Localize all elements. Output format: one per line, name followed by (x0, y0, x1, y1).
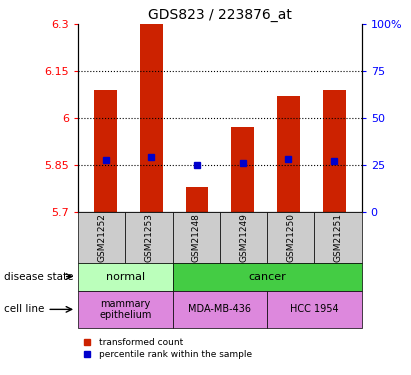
Bar (231, 128, 254, 212)
Text: GSM21252: GSM21252 (97, 213, 106, 262)
Text: GSM21251: GSM21251 (334, 213, 342, 262)
Text: MDA-MB-436: MDA-MB-436 (188, 304, 252, 314)
Text: disease state: disease state (4, 272, 74, 282)
Bar (323, 90, 346, 212)
Bar (140, 24, 163, 212)
Text: GSM21253: GSM21253 (145, 213, 153, 262)
Title: GDS823 / 223876_at: GDS823 / 223876_at (148, 8, 292, 22)
Text: GSM21249: GSM21249 (239, 213, 248, 262)
Text: cancer: cancer (248, 272, 286, 282)
Text: cell line: cell line (4, 304, 44, 314)
Text: HCC 1954: HCC 1954 (290, 304, 339, 314)
Text: normal: normal (106, 272, 145, 282)
Text: GSM21250: GSM21250 (286, 213, 295, 262)
Bar (186, 187, 208, 212)
Legend: transformed count, percentile rank within the sample: transformed count, percentile rank withi… (83, 338, 252, 359)
Text: mammary
epithelium: mammary epithelium (99, 298, 152, 320)
Bar (277, 96, 300, 212)
Text: GSM21248: GSM21248 (192, 213, 201, 262)
Bar (94, 90, 117, 212)
